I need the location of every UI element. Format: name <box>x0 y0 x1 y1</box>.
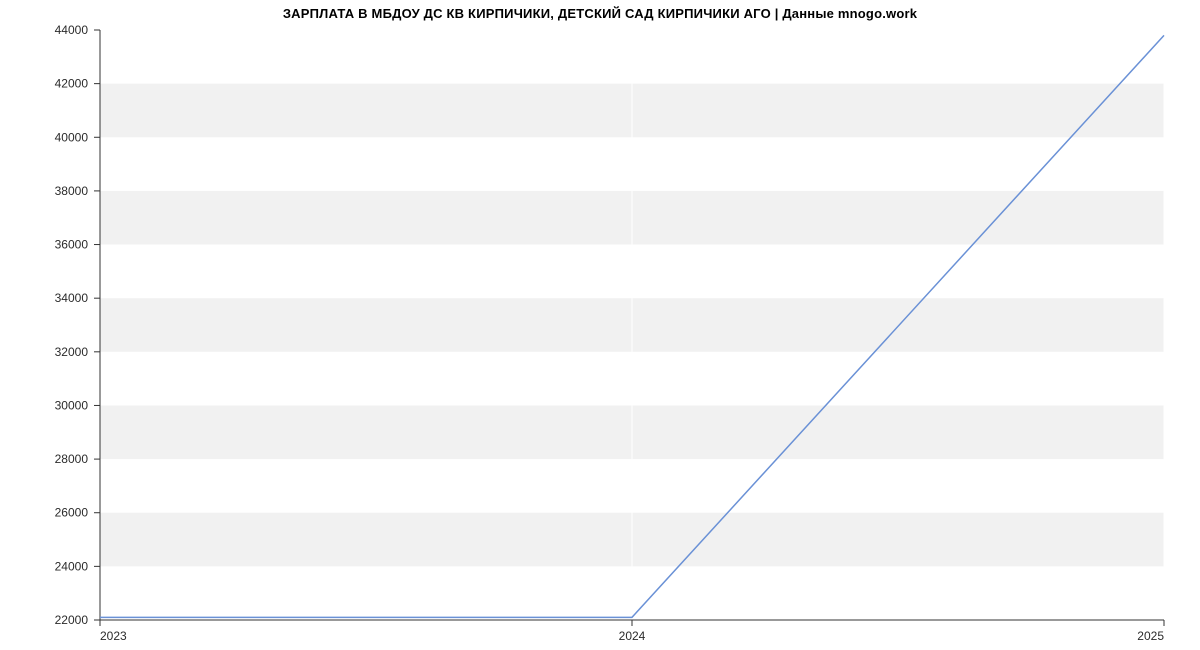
y-tick-label: 26000 <box>55 506 89 520</box>
chart-title: ЗАРПЛАТА В МБДОУ ДС КВ КИРПИЧИКИ, ДЕТСКИ… <box>0 6 1200 21</box>
x-tick-label: 2024 <box>619 629 646 643</box>
y-tick-label: 40000 <box>55 130 89 144</box>
x-tick-label: 2025 <box>1137 629 1164 643</box>
y-tick-label: 28000 <box>55 452 89 466</box>
y-tick-label: 30000 <box>55 398 89 412</box>
y-tick-label: 44000 <box>55 23 89 37</box>
y-tick-label: 24000 <box>55 559 89 573</box>
x-tick-label: 2023 <box>100 629 127 643</box>
y-tick-label: 22000 <box>55 613 89 627</box>
y-tick-label: 36000 <box>55 238 89 252</box>
y-tick-label: 32000 <box>55 345 89 359</box>
salary-line-chart: ЗАРПЛАТА В МБДОУ ДС КВ КИРПИЧИКИ, ДЕТСКИ… <box>0 0 1200 650</box>
chart-svg: 22000 24000 26000 28000 30000 32000 34000 36000… <box>0 0 1200 650</box>
y-tick-label: 38000 <box>55 184 89 198</box>
y-tick-label: 34000 <box>55 291 89 305</box>
y-tick-label: 42000 <box>55 77 89 91</box>
